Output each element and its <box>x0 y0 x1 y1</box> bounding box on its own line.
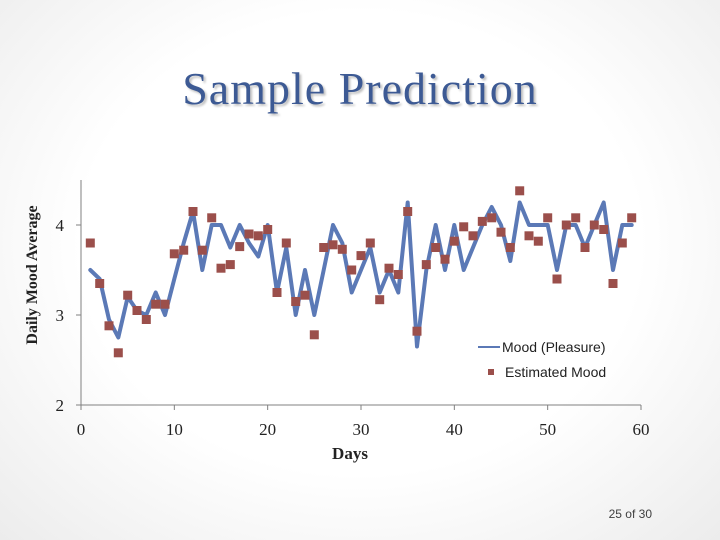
estimated-mood-point <box>263 225 273 234</box>
estimated-mood-point <box>477 216 487 226</box>
estimated-mood-point <box>169 249 179 259</box>
estimated-mood-point <box>403 207 413 216</box>
estimated-mood-point <box>197 245 207 255</box>
estimated-mood-point <box>328 240 338 250</box>
estimated-mood-point <box>533 236 543 246</box>
x-tick-label: 30 <box>353 420 370 439</box>
legend-marker-swatch <box>488 369 494 375</box>
y-axis-title: Daily Mood Average <box>24 205 41 344</box>
estimated-mood-point <box>216 263 226 273</box>
estimated-mood-point <box>113 348 123 358</box>
estimated-mood-point <box>272 288 282 297</box>
estimated-mood-point <box>496 227 506 237</box>
page-number: 25 of 30 <box>608 507 652 521</box>
y-tick-label: 3 <box>56 306 65 325</box>
estimated-mood-point <box>207 213 217 223</box>
estimated-mood-point <box>225 260 235 270</box>
estimated-mood-point <box>552 274 562 284</box>
estimated-mood-point <box>319 243 329 252</box>
estimated-mood-point <box>580 243 590 252</box>
estimated-mood-point <box>412 326 422 336</box>
legend-label-estimated: Estimated Mood <box>505 364 606 380</box>
estimated-mood-point <box>459 222 469 232</box>
estimated-mood-point <box>617 238 627 248</box>
estimated-mood-point <box>627 213 637 223</box>
y-tick-label: 2 <box>56 396 65 415</box>
estimated-mood-point <box>561 220 571 230</box>
estimated-mood-point <box>160 299 170 309</box>
estimated-mood-point <box>524 231 534 241</box>
x-tick-label: 60 <box>633 420 650 439</box>
estimated-mood-point <box>141 315 151 324</box>
estimated-mood-point <box>440 254 450 264</box>
x-axis-title: Days <box>332 444 368 463</box>
estimated-mood-point <box>300 290 310 300</box>
x-tick-label: 40 <box>446 420 463 439</box>
estimated-mood-point <box>188 207 198 216</box>
x-tick-label: 0 <box>77 420 86 439</box>
estimated-mood-point <box>85 238 95 248</box>
estimated-mood-point <box>571 213 581 223</box>
estimated-mood-point <box>291 297 301 306</box>
chart-legend: Mood (Pleasure) Estimated Mood <box>478 339 606 380</box>
estimated-mood-point <box>599 225 609 234</box>
series-estimated-mood <box>85 186 637 358</box>
estimated-mood-point <box>244 229 254 239</box>
estimated-mood-point <box>253 231 263 241</box>
estimated-mood-point <box>123 290 133 300</box>
estimated-mood-point <box>505 243 515 252</box>
x-tick-label: 20 <box>259 420 276 439</box>
y-tick-label: 4 <box>56 216 65 235</box>
estimated-mood-point <box>179 245 189 255</box>
estimated-mood-point <box>281 238 291 248</box>
estimated-mood-point <box>487 213 497 223</box>
estimated-mood-point <box>337 244 347 254</box>
estimated-mood-point <box>309 330 319 340</box>
estimated-mood-point <box>589 220 599 230</box>
estimated-mood-point <box>421 260 431 270</box>
legend-label-mood: Mood (Pleasure) <box>502 339 606 355</box>
chart-axes <box>76 180 642 410</box>
estimated-mood-point <box>468 231 478 241</box>
estimated-mood-point <box>543 213 553 223</box>
estimated-mood-point <box>95 279 105 288</box>
estimated-mood-point <box>104 321 114 331</box>
x-tick-label: 10 <box>166 420 183 439</box>
estimated-mood-point <box>393 270 403 279</box>
estimated-mood-point <box>151 299 161 309</box>
x-tick-label: 50 <box>539 420 556 439</box>
estimated-mood-point <box>449 236 459 246</box>
mood-pleasure-line <box>88 200 634 349</box>
series-mood-pleasure <box>88 200 634 349</box>
estimated-mood-point <box>132 306 142 315</box>
estimated-mood-point <box>347 265 357 275</box>
estimated-mood-point <box>608 279 618 288</box>
estimated-mood-point <box>431 243 441 252</box>
estimated-mood-point <box>515 186 525 196</box>
estimated-mood-point <box>356 251 366 261</box>
estimated-mood-point <box>384 263 394 273</box>
slide-title: Sample Prediction <box>182 63 538 114</box>
estimated-mood-point <box>375 295 385 305</box>
estimated-mood-point <box>235 242 245 252</box>
estimated-mood-point <box>365 238 375 248</box>
